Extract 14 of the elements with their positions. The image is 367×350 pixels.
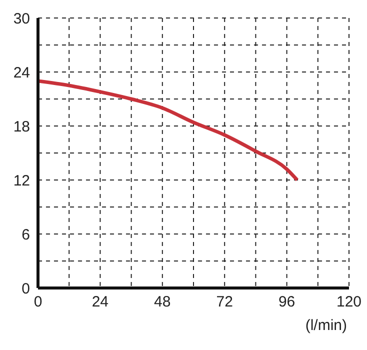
y-tick-label: 0 — [22, 280, 30, 298]
line-series — [38, 79, 299, 182]
x-tick-label: 120 — [336, 294, 362, 311]
x-tick-label: 72 — [216, 294, 233, 311]
x-tick-label: 96 — [278, 294, 296, 311]
y-tick-label: 24 — [13, 64, 30, 82]
y-tick-label: 6 — [22, 226, 30, 244]
x-tick-label: 24 — [92, 294, 109, 311]
y-tick-label: 30 — [13, 10, 30, 28]
x-tick-label: 48 — [154, 294, 171, 311]
x-axis-title: (l/min) — [305, 317, 347, 334]
y-tick-label: 18 — [13, 118, 30, 136]
x-tick-label: 0 — [34, 294, 42, 311]
y-tick-label: 12 — [13, 172, 30, 190]
